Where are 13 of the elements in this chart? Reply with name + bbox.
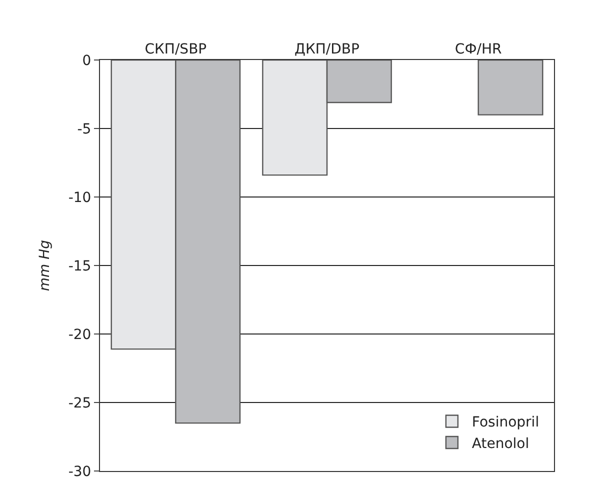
- y-tick-label: -30: [68, 464, 92, 480]
- y-axis-title: mm Hg: [36, 240, 53, 292]
- y-tick-label: -25: [68, 395, 92, 412]
- y-tick-label: 0: [82, 52, 92, 69]
- x-tick-label: СФ/HR: [454, 41, 502, 58]
- x-tick-label: ДКП/DBP: [294, 41, 360, 58]
- y-tick-label: -15: [68, 258, 92, 274]
- legend-label: Atenolol: [472, 436, 530, 452]
- x-tick-label: СКП/SBP: [144, 41, 207, 58]
- y-tick-label: -20: [68, 326, 92, 343]
- y-tick-label: -10: [68, 190, 92, 206]
- legend-label: Fosinopril: [472, 414, 540, 431]
- y-tick-label: -5: [77, 121, 92, 138]
